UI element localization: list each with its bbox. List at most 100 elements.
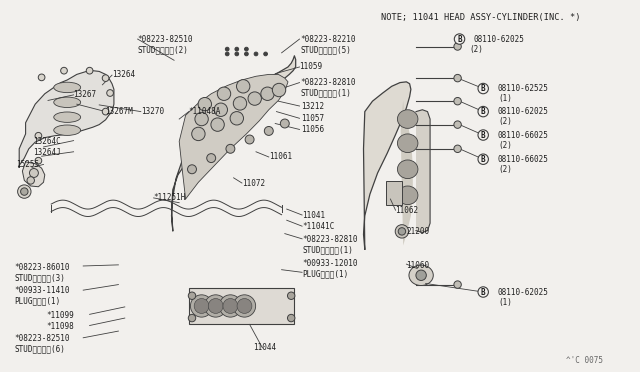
Circle shape	[230, 112, 243, 125]
Text: 13264: 13264	[112, 70, 135, 79]
Bar	[386, 181, 402, 205]
Circle shape	[245, 135, 254, 144]
Circle shape	[18, 185, 31, 198]
Text: 11072: 11072	[242, 179, 265, 187]
Ellipse shape	[54, 97, 81, 108]
Circle shape	[27, 177, 35, 184]
Text: *08223-82510: *08223-82510	[138, 35, 193, 44]
Circle shape	[454, 43, 461, 50]
Circle shape	[211, 118, 224, 131]
Circle shape	[454, 281, 461, 288]
Circle shape	[478, 83, 488, 94]
Circle shape	[102, 108, 109, 115]
Circle shape	[29, 169, 38, 177]
Text: 08110-66025: 08110-66025	[497, 131, 548, 140]
Circle shape	[398, 228, 406, 235]
Circle shape	[205, 295, 227, 317]
Text: *08223-82810: *08223-82810	[301, 78, 356, 87]
Text: B: B	[481, 288, 486, 296]
Text: (2): (2)	[498, 117, 512, 126]
Text: STUDスタッド(2): STUDスタッド(2)	[138, 46, 188, 55]
Text: *11048A: *11048A	[189, 107, 221, 116]
Circle shape	[478, 287, 488, 297]
Text: *00933-11410: *00933-11410	[14, 286, 70, 295]
Text: 11041: 11041	[302, 211, 325, 220]
Circle shape	[102, 75, 109, 81]
Text: 21200: 21200	[406, 227, 429, 236]
Circle shape	[261, 87, 274, 100]
Text: *08223-82210: *08223-82210	[301, 35, 356, 44]
Text: 11062: 11062	[396, 206, 419, 215]
Text: *11251H: *11251H	[154, 193, 186, 202]
Text: PLUGブラグ(1): PLUGブラグ(1)	[14, 297, 60, 306]
Polygon shape	[179, 74, 288, 199]
Circle shape	[195, 112, 208, 126]
Circle shape	[287, 314, 295, 322]
Polygon shape	[172, 56, 296, 231]
Text: 11060: 11060	[406, 261, 429, 270]
Text: B: B	[481, 84, 486, 93]
Circle shape	[192, 127, 205, 141]
Circle shape	[225, 52, 229, 56]
Circle shape	[244, 52, 248, 56]
Text: 11056: 11056	[301, 125, 324, 134]
Ellipse shape	[397, 160, 418, 179]
Circle shape	[208, 298, 223, 313]
Text: *08223-82510: *08223-82510	[14, 334, 70, 343]
Circle shape	[273, 83, 285, 97]
Circle shape	[235, 47, 239, 51]
Text: (2): (2)	[469, 45, 483, 54]
Circle shape	[107, 90, 113, 96]
Text: 15255: 15255	[16, 160, 39, 169]
Polygon shape	[364, 82, 411, 249]
Circle shape	[86, 67, 93, 74]
Text: B: B	[457, 35, 462, 44]
Circle shape	[454, 34, 465, 44]
Text: (2): (2)	[498, 165, 512, 174]
Text: STUDスタッド(3): STUDスタッド(3)	[14, 273, 65, 282]
Circle shape	[20, 188, 28, 195]
Text: STUDスタッド(5): STUDスタッド(5)	[301, 46, 351, 55]
Text: 08110-62025: 08110-62025	[474, 35, 524, 44]
Text: (2): (2)	[498, 141, 512, 150]
Circle shape	[207, 154, 216, 163]
Circle shape	[237, 80, 250, 93]
Text: B: B	[481, 107, 486, 116]
Circle shape	[416, 270, 426, 280]
Text: NOTE; 11041 HEAD ASSY-CYLINDER(INC. *): NOTE; 11041 HEAD ASSY-CYLINDER(INC. *)	[381, 13, 580, 22]
Circle shape	[287, 292, 295, 299]
Text: *08223-86010: *08223-86010	[14, 263, 70, 272]
Ellipse shape	[397, 110, 418, 128]
Ellipse shape	[54, 82, 81, 93]
Text: 08110-62025: 08110-62025	[497, 107, 548, 116]
Circle shape	[188, 314, 196, 322]
Text: *00933-12010: *00933-12010	[302, 259, 358, 267]
Circle shape	[454, 74, 461, 82]
Circle shape	[220, 295, 241, 317]
Text: PLUGブラグ(1): PLUGブラグ(1)	[302, 269, 348, 278]
Text: 11059: 11059	[300, 62, 323, 71]
Circle shape	[191, 295, 212, 317]
Text: 11057: 11057	[301, 114, 324, 123]
Circle shape	[454, 145, 461, 153]
Circle shape	[234, 295, 255, 317]
Text: (1): (1)	[498, 298, 512, 307]
Text: 11061: 11061	[269, 153, 292, 161]
Text: 08110-62025: 08110-62025	[497, 288, 548, 296]
Circle shape	[478, 154, 488, 164]
Text: 13267: 13267	[74, 90, 97, 99]
Text: B: B	[481, 131, 486, 140]
Text: STUDスタッド(1): STUDスタッド(1)	[301, 89, 351, 97]
Circle shape	[237, 298, 252, 313]
Text: 13267M: 13267M	[106, 107, 133, 116]
Text: 13264J: 13264J	[33, 148, 61, 157]
Ellipse shape	[54, 125, 81, 135]
Ellipse shape	[397, 134, 418, 153]
Text: 13264C: 13264C	[33, 137, 61, 146]
Circle shape	[454, 121, 461, 128]
Circle shape	[244, 47, 248, 51]
Text: *08223-82810: *08223-82810	[302, 235, 358, 244]
Text: 13270: 13270	[141, 107, 164, 116]
Circle shape	[188, 292, 196, 299]
Text: ^'C 0075: ^'C 0075	[566, 356, 604, 365]
